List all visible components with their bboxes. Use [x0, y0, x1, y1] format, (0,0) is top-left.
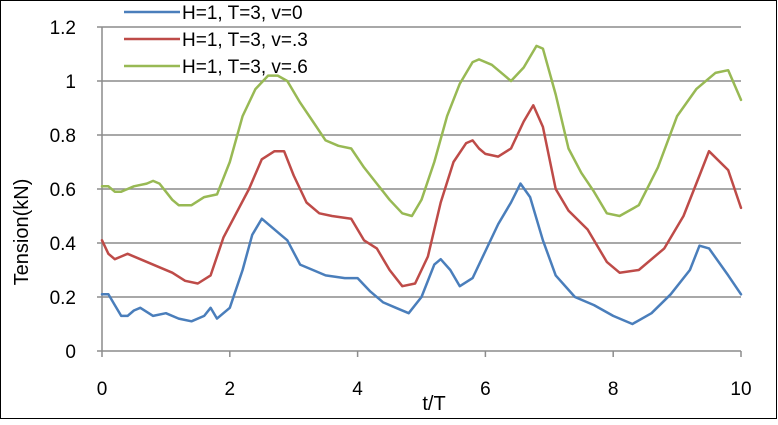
y-tick-label: 1.2 [50, 18, 76, 39]
x-tick-label: 2 [225, 379, 236, 400]
legend-label-1: H=1, T=3, v=0 [182, 3, 303, 24]
x-tick-label: 10 [730, 379, 751, 400]
y-tick-label: 0.8 [50, 126, 76, 147]
x-tick-label: 6 [480, 379, 491, 400]
legend: H=1, T=3, v=0 H=1, T=3, v=.3 H=1, T=3, v=.… [124, 3, 308, 78]
x-tick-label: 0 [97, 379, 108, 400]
axes: 0 0.2 0.4 0.6 0.8 1 1.2 0 2 4 6 8 10 [50, 18, 752, 400]
x-tick-label: 4 [352, 379, 363, 400]
y-tick-label: 1 [65, 72, 76, 93]
x-tick-label: 8 [608, 379, 619, 400]
gridlines [102, 26, 741, 298]
series-line-2 [100, 104, 743, 288]
series-line-3 [100, 44, 743, 218]
y-axis-label: Tension(kN) [11, 179, 33, 286]
legend-label-2: H=1, T=3, v=.3 [182, 30, 308, 51]
series-lines [100, 44, 743, 326]
y-tick-label: 0.4 [50, 234, 77, 255]
y-tick-label: 0 [65, 342, 76, 363]
x-axis-label: t/T [422, 393, 445, 415]
legend-label-3: H=1, T=3, v=.6 [182, 57, 308, 78]
y-tick-label: 0.2 [50, 288, 76, 309]
series-line-1 [100, 182, 743, 326]
y-tick-label: 0.6 [50, 180, 76, 201]
